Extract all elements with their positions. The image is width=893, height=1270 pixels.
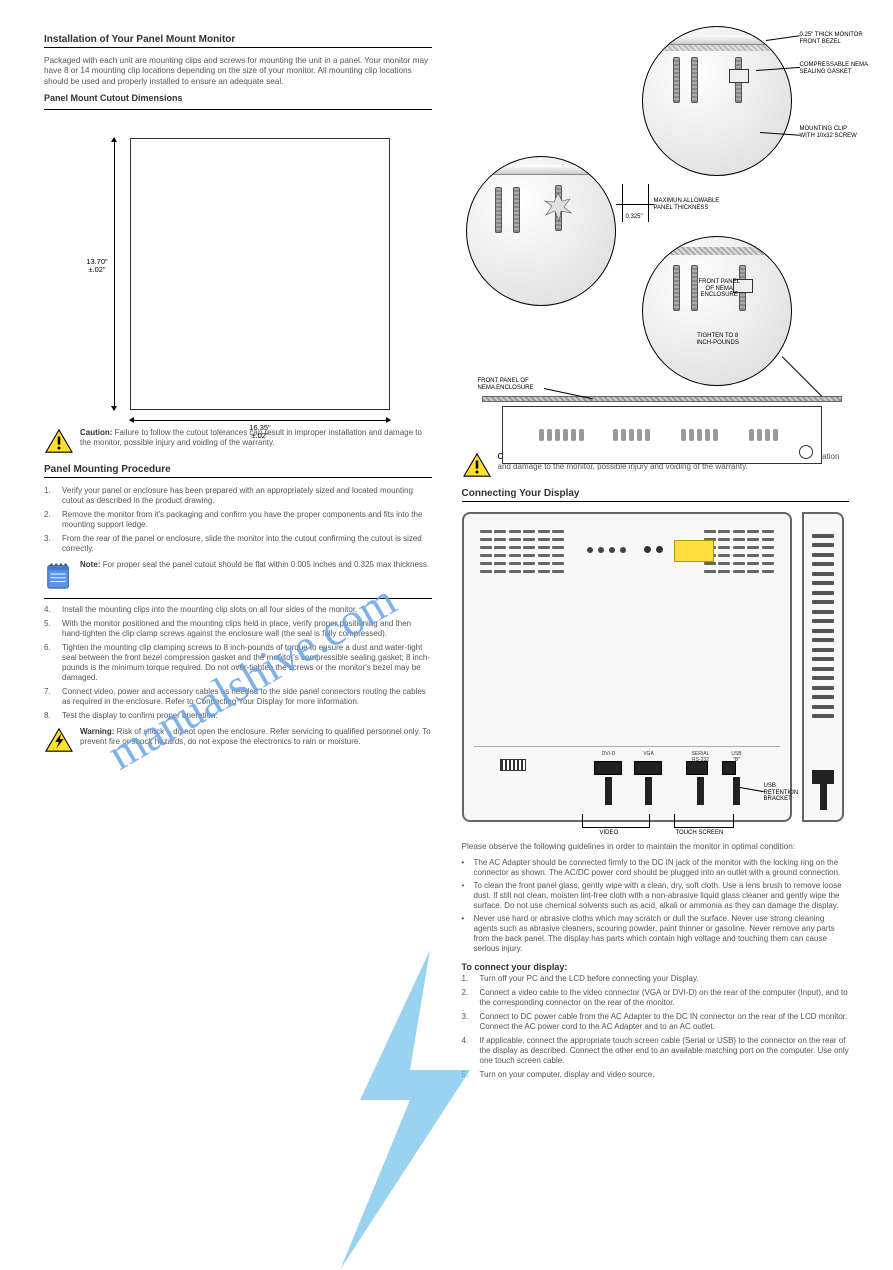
detail-circle-3: FRONT PANEL OF NEMA ENCLOSURE TIGHTEN TO… (642, 236, 792, 386)
cutout-rect (130, 138, 390, 410)
guideline-bullets: •The AC Adapter should be connected firm… (462, 858, 850, 954)
figure-mounting: 0.25" THICK MONITOR FRONT BEZEL COMPRESS… (462, 26, 850, 446)
side-bracket (802, 512, 844, 822)
shock-icon (44, 727, 74, 753)
detail-circle-1 (642, 26, 792, 176)
callout-clip: MOUNTING CLIP WITH 10x32 SCREW (800, 126, 857, 139)
rear-body: DVI-D VGA SERIAL RS-232 USB "B" (462, 512, 792, 822)
procedure-title: Panel Mounting Procedure (44, 464, 432, 475)
note-text: Note: For proper seal the panel cutout s… (80, 560, 432, 570)
callout-front-panel: FRONT PANEL OF NEMA ENCLOSURE (478, 378, 534, 391)
warning-text: Warning: Risk of shock – do not open the… (80, 727, 432, 747)
panel-hatch (482, 396, 842, 402)
rule (44, 47, 432, 48)
rule (44, 109, 432, 110)
procedure-steps: 1.Verify your panel or enclosure has bee… (44, 486, 432, 554)
rule (44, 598, 432, 599)
right-column: 0.25" THICK MONITOR FRONT BEZEL COMPRESS… (462, 26, 850, 1084)
warning-row: Warning: Risk of shock – do not open the… (44, 727, 432, 755)
install-text: Packaged with each unit are mounting cli… (44, 56, 432, 87)
callout-thickness: MAXIMUN ALLOWABLE PANEL THICKNESS (654, 198, 720, 211)
dim-vertical: 13.70" ±.02" (100, 138, 128, 410)
rule (462, 501, 850, 502)
figure-rear-panel: DVI-D VGA SERIAL RS-232 USB "B" (462, 512, 850, 842)
callout-usb-retention: USB RETENTION BRACKET (764, 783, 799, 803)
procedure-steps-2: 4.Install the mounting clips into the mo… (44, 605, 432, 721)
guidelines-intro: Please observe the following guidelines … (462, 842, 850, 852)
connector-row: DVI-D VGA SERIAL RS-232 USB "B" (474, 746, 780, 814)
left-column: Installation of Your Panel Mount Monitor… (44, 26, 432, 1084)
connect-steps-title: To connect your display: (462, 962, 850, 972)
note-icon (44, 560, 74, 590)
warning-icon (44, 428, 74, 454)
label-touch: TOUCH SCREEN (676, 830, 724, 837)
rule (44, 477, 432, 478)
callout-gasket: COMPRESSABLE NEMA SEALING GASKET (800, 62, 869, 75)
cutout-title: Panel Mount Cutout Dimensions (44, 93, 432, 103)
callout-bezel: 0.25" THICK MONITOR FRONT BEZEL (800, 32, 863, 45)
label-video: VIDEO (600, 830, 619, 837)
detail-circle-2 (466, 156, 616, 306)
callout-thickness-dim: 0.325" (626, 214, 643, 221)
osd-buttons (587, 547, 626, 553)
panel-assembly (502, 406, 822, 464)
warning-label (674, 540, 714, 562)
note-row: Note: For proper seal the panel cutout s… (44, 560, 432, 592)
dim-horizontal: 16.35" ±.02" (130, 412, 390, 438)
burst-icon (543, 191, 573, 227)
figure-cutout: 13.70" ±.02" 16.35" ±.02" (44, 120, 432, 420)
connect-steps: 1.Turn off your PC and the LCD before co… (462, 974, 850, 1080)
connecting-title: Connecting Your Display (462, 488, 850, 499)
page: Installation of Your Panel Mount Monitor… (0, 0, 893, 1110)
warning-icon (462, 452, 492, 478)
install-title: Installation of Your Panel Mount Monitor (44, 34, 432, 45)
